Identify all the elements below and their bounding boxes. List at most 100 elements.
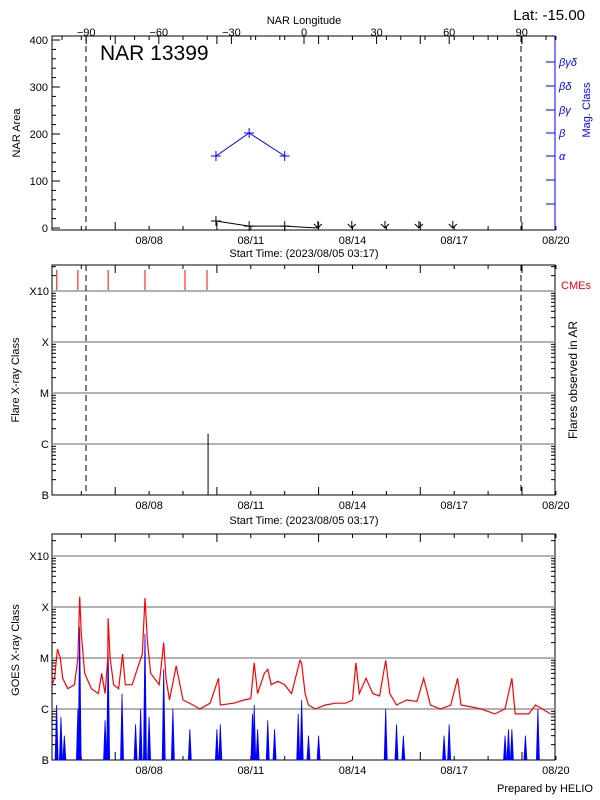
x-tick-label: 08/11 (237, 500, 264, 512)
goes-short-channel-spike (77, 627, 82, 761)
x-tick-label: 08/08 (135, 765, 163, 777)
panel-1-frame (51, 35, 556, 231)
goes-short-channel-spike (103, 720, 107, 761)
goes-short-channel-spike (272, 729, 277, 761)
panel-nar-area: NAR Longitude Lat: -15.00 NAR 13399 NAR … (11, 7, 593, 260)
goes-short-channel-spike (252, 704, 257, 761)
goes-short-channel-spike (401, 735, 406, 761)
y-tick-label: X (42, 602, 50, 614)
panel-goes: GOES X-ray Class Prepared by HELIO B C M X X… (10, 533, 593, 795)
area-line (215, 220, 318, 229)
goes-short-channel-spike (147, 716, 152, 761)
goes-short-channel-spike (161, 669, 166, 761)
y-tick-label: B (42, 490, 49, 502)
chart-title: NAR 13399 (100, 42, 209, 65)
mag-class-tick-label: α (559, 151, 566, 163)
goes-short-channel-spike (133, 724, 138, 761)
goes-short-channel-spike (187, 729, 192, 761)
goes-short-channel-spike (143, 633, 147, 761)
goes-short-channel-spike (506, 729, 511, 761)
goes-short-channel-spike (316, 735, 321, 761)
x-axis-label: Start Time: (2023/08/05 03:17) (229, 248, 378, 260)
y-tick-label: X10 (29, 286, 49, 298)
x-tick-label: 08/14 (339, 500, 367, 512)
mag-class-line (215, 132, 285, 157)
x-tick-label: 08/14 (339, 235, 367, 247)
mag-class-tick-label: β (558, 128, 566, 140)
mag-class-point (244, 128, 255, 138)
panel-3-frame (51, 533, 556, 761)
top-tick-label: −30 (222, 27, 241, 39)
goes-short-channel-spike (442, 735, 447, 761)
y-tick-label: 400 (30, 35, 48, 47)
y2-axis-label: Mag. Class (581, 82, 593, 138)
goes-short-channel-spike (255, 729, 260, 761)
limb-arrow-marker (414, 221, 424, 229)
x-axis-label: Start Time: (2023/08/05 03:17) (229, 515, 378, 527)
mag-class-tick-label: βγδ (558, 57, 578, 69)
panel-2-frame (51, 264, 556, 496)
y-tick-label: B (42, 755, 49, 767)
top-tick-label: −60 (149, 27, 168, 39)
goes-short-channel-spike (106, 649, 111, 761)
goes-short-channel-spike (306, 735, 311, 761)
goes-short-channel-spike (138, 708, 143, 761)
y-tick-label: C (41, 439, 49, 451)
x-tick-label: 08/17 (440, 235, 468, 247)
x-tick-label: 08/20 (542, 765, 570, 777)
area-point (210, 215, 221, 226)
goes-short-channel-spike (523, 735, 528, 761)
limb-arrow-marker (380, 221, 390, 229)
area-point (244, 221, 255, 232)
goes-short-channel-spike (535, 708, 540, 761)
limb-arrow-marker (347, 221, 357, 229)
latitude-label: Lat: -15.00 (513, 7, 585, 24)
mag-class-tick-label: βδ (558, 81, 572, 93)
x-tick-label: 08/20 (542, 235, 570, 247)
top-tick-label: 90 (516, 27, 528, 39)
y2-axis-label: Flares observed in AR (566, 321, 580, 439)
goes-short-channel-spike (170, 708, 175, 761)
x-tick-label: 08/08 (135, 500, 163, 512)
limb-arrow-marker (448, 221, 458, 229)
panel-flares: Flare X-ray Class Flares observed in AR … (10, 264, 591, 527)
top-axis-label: NAR Longitude (267, 15, 342, 27)
x-tick-label: 08/11 (237, 765, 264, 777)
goes-short-channel-spike (62, 735, 67, 761)
y-tick-label: X (42, 337, 50, 349)
y-tick-label: 100 (30, 176, 48, 188)
y-tick-label: X10 (29, 551, 49, 563)
x-tick-label: 08/14 (339, 765, 367, 777)
x-tick-label: 08/20 (542, 500, 570, 512)
goes-short-channel-spike (503, 735, 507, 761)
top-tick-label: 0 (301, 27, 307, 39)
goes-short-channel-spike (299, 700, 304, 761)
y-axis-label: NAR Area (11, 108, 23, 158)
y-tick-label: C (41, 704, 49, 716)
goes-short-channel-spike (54, 704, 59, 761)
goes-short-channel-spike (214, 729, 219, 761)
x-tick-label: 08/08 (135, 235, 163, 247)
mag-class-point (279, 151, 290, 161)
goes-short-channel-spike (509, 729, 514, 761)
x-tick-label: 08/17 (440, 500, 468, 512)
x-tick-label: 08/11 (237, 235, 264, 247)
y-tick-label: 300 (30, 82, 48, 94)
goes-short-channel-spike (59, 716, 63, 761)
limb-arrow-marker (313, 221, 323, 229)
goes-short-channel-spike (265, 720, 270, 761)
goes-short-channel-spike (394, 724, 399, 761)
cme-label: CMEs (561, 280, 591, 292)
x-tick-label: 08/17 (440, 765, 468, 777)
goes-short-channel-spike (218, 724, 223, 761)
mag-class-tick-label: βγ (558, 105, 572, 117)
credit-text: Prepared by HELIO (497, 783, 593, 795)
y-tick-label: 0 (42, 223, 48, 235)
y-tick-label: M (40, 653, 49, 665)
top-tick-label: 60 (443, 27, 455, 39)
y-tick-label: M (40, 388, 49, 400)
y-axis-label: Flare X-ray Class (10, 337, 22, 422)
mag-class-point (210, 151, 221, 161)
top-tick-label: 30 (370, 27, 382, 39)
